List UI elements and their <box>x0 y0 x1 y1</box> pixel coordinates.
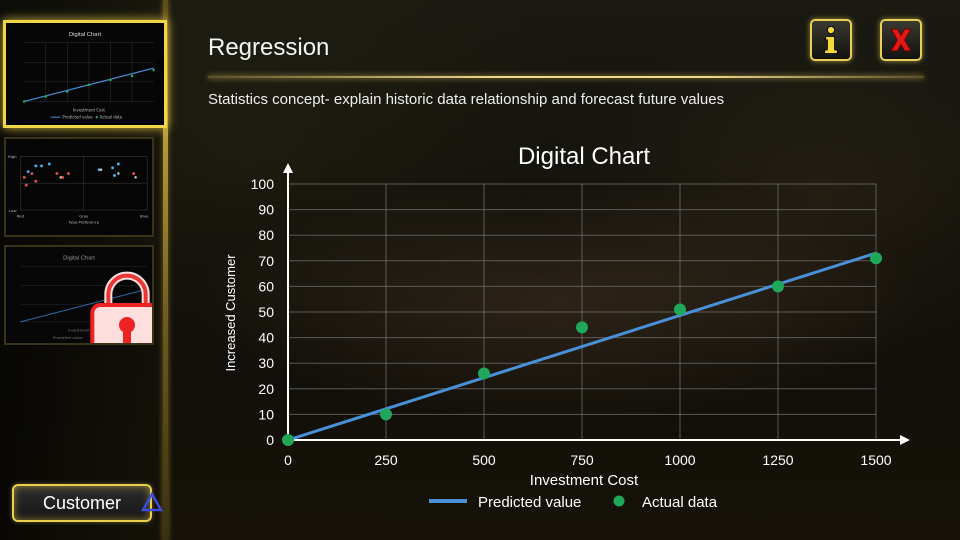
thumb-title: Digital Chart <box>69 32 102 38</box>
legend-actual-label: Actual data <box>642 494 718 511</box>
thumb-title: Digital Chart <box>63 255 95 261</box>
thumb-xlabel: Type Preference <box>68 219 100 224</box>
info-button[interactable] <box>810 19 852 61</box>
actual-data-point <box>282 434 294 446</box>
chart-axes <box>283 163 910 445</box>
thumb-legend-actual: Actual data <box>100 115 123 120</box>
thumbnail-chart-preview: High Low Red Grey Blue Type Preference <box>7 139 151 235</box>
y-tick-label: 10 <box>258 406 274 422</box>
thumb-xtick-blue: Blue <box>140 214 149 219</box>
sidebar-rail <box>163 0 168 540</box>
thumb-ytick-high: High <box>8 154 17 159</box>
actual-data-point <box>478 367 490 380</box>
close-icon <box>890 28 912 52</box>
thumb-xtick-grey: Grey <box>79 214 89 219</box>
y-tick-label: 70 <box>258 253 274 269</box>
x-axis-arrow <box>900 435 910 445</box>
actual-data-point <box>380 408 392 421</box>
actual-data-point <box>870 252 882 265</box>
x-tick-label: 1000 <box>664 452 695 468</box>
y-tick-label: 100 <box>251 176 275 192</box>
regression-chart: Digital Chart 0 10 20 30 40 50 60 70 80 90 100 0 25… <box>223 143 910 511</box>
info-icon <box>824 25 838 55</box>
chart-xlabel: Investment Cost <box>530 472 639 489</box>
y-tick-label: 0 <box>266 432 274 448</box>
chart-title: Digital Chart <box>518 143 650 170</box>
y-tick-label: 90 <box>258 202 274 218</box>
chart-grid <box>288 183 877 440</box>
thumbnail-locked-chart[interactable]: Digital Chart Investment Cost Predicted … <box>4 245 154 345</box>
y-tick-label: 40 <box>258 330 274 346</box>
chart-legend: Predicted value Actual data <box>429 494 718 511</box>
legend-predicted-label: Predicted value <box>478 494 581 511</box>
legend-point-swatch <box>613 495 625 507</box>
x-tick-label: 500 <box>472 452 496 468</box>
y-tick-label: 60 <box>258 278 274 294</box>
chart-x-ticks: 0 250 500 750 1000 1250 1500 <box>284 452 892 468</box>
actual-data-point <box>674 303 686 316</box>
thumbnail-regression-chart[interactable]: Digital Chart Investment Cost Predicted … <box>3 20 167 128</box>
triangle-icon[interactable] <box>141 492 163 512</box>
y-tick-label: 80 <box>258 227 274 243</box>
thumb-ytick-low: Low <box>9 208 17 213</box>
x-tick-label: 250 <box>374 452 398 468</box>
lock-icon <box>90 271 152 343</box>
chart-y-ticks: 0 10 20 30 40 50 60 70 80 90 100 <box>251 176 275 448</box>
y-tick-label: 30 <box>258 355 274 371</box>
chart-ylabel: Increased Customer <box>223 254 238 372</box>
thumbnail-chart-preview: Digital Chart Investment Cost Predicted … <box>6 23 164 125</box>
thumbnail-scatter-chart[interactable]: High Low Red Grey Blue Type Preference <box>4 137 154 237</box>
chart-series <box>282 251 882 446</box>
x-tick-label: 1500 <box>860 452 891 468</box>
page-subtitle: Statistics concept- explain historic dat… <box>208 91 725 108</box>
actual-data-point <box>772 280 784 293</box>
thumb-xlabel: Investment Cost <box>68 327 100 332</box>
y-tick-label: 50 <box>258 304 274 320</box>
thumb-legend-predicted: Predicted value <box>53 335 83 340</box>
customer-button[interactable]: Customer <box>12 484 152 522</box>
actual-data-point <box>576 321 588 334</box>
close-button[interactable] <box>880 19 922 61</box>
thumb-xtick-red: Red <box>17 214 25 219</box>
y-tick-label: 20 <box>258 381 274 397</box>
header-divider <box>208 76 924 78</box>
page-title: Regression <box>208 34 330 61</box>
x-tick-label: 1250 <box>762 452 793 468</box>
thumb-legend-predicted: Predicted value <box>62 115 93 120</box>
y-axis-arrow <box>283 163 293 173</box>
x-tick-label: 0 <box>284 452 292 468</box>
thumb-xlabel: Investment Cost <box>73 107 106 112</box>
x-tick-label: 750 <box>570 452 594 468</box>
